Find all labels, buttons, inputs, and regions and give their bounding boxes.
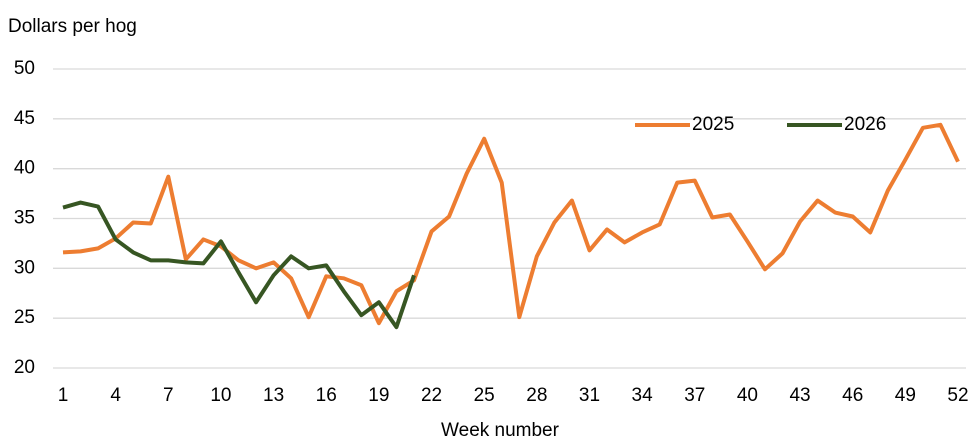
x-tick-label: 28 [526,385,547,406]
x-tick-label: 49 [895,385,916,406]
x-tick-label: 7 [163,385,174,406]
x-tick-label: 16 [316,385,337,406]
legend-label: 2026 [844,114,886,135]
x-tick-label: 19 [368,385,389,406]
y-tick-label: 20 [14,357,35,378]
x-tick-label: 52 [947,385,968,406]
y-tick-label: 30 [14,257,35,278]
legend-label: 2025 [692,114,734,135]
y-tick-label: 45 [14,108,35,129]
x-tick-label: 10 [210,385,231,406]
x-tick-label: 46 [842,385,863,406]
x-tick-label: 4 [110,385,121,406]
x-tick-label: 43 [789,385,810,406]
line-series [62,200,416,330]
line-series [62,122,960,326]
x-tick-label: 1 [58,385,69,406]
x-tick-label: 25 [474,385,495,406]
y-tick-label: 35 [14,208,35,229]
x-tick-label: 22 [421,385,442,406]
x-tick-label: 37 [684,385,705,406]
x-tick-label: 40 [737,385,758,406]
y-axis-label: Dollars per hog [8,16,137,37]
y-tick-label: 50 [14,58,35,79]
y-tick-label: 40 [14,158,35,179]
x-tick-label: 13 [263,385,284,406]
x-tick-label: 31 [579,385,600,406]
x-axis-label: Week number [441,420,560,441]
y-tick-label: 25 [14,307,35,328]
x-tick-label: 34 [632,385,654,406]
